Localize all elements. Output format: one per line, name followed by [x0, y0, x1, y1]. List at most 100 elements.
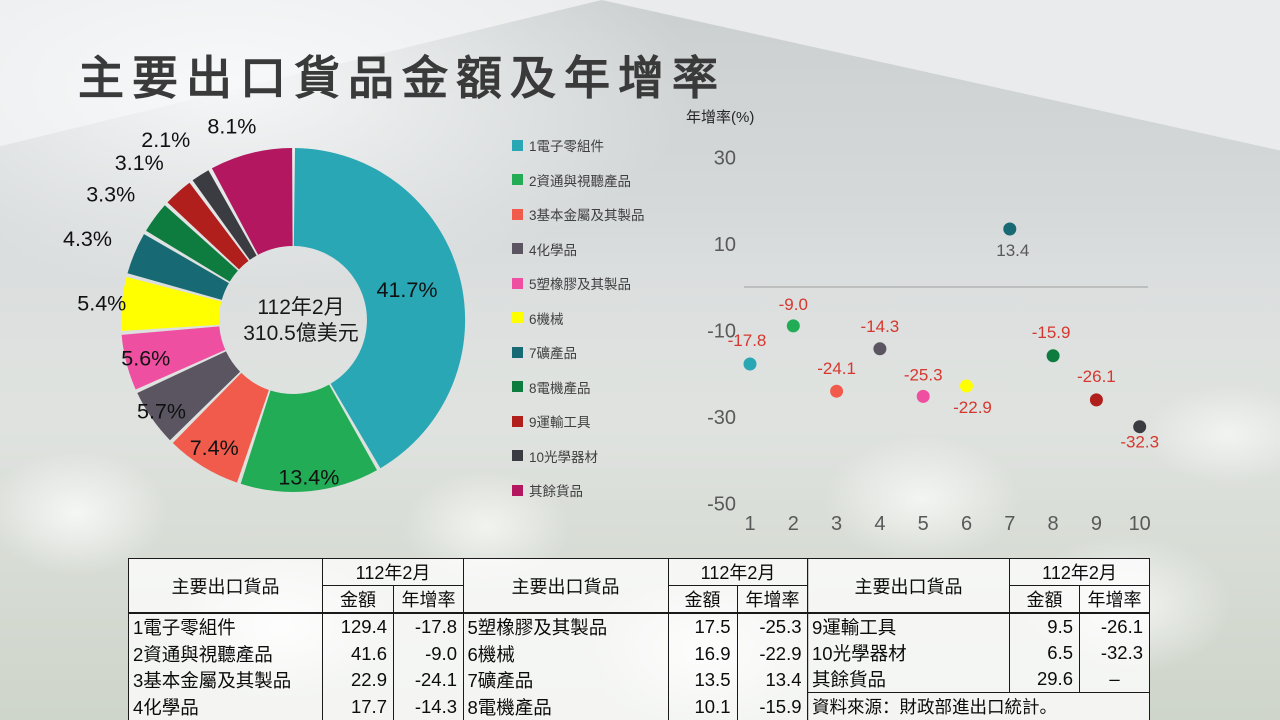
x-axis-tick-label: 10 — [1129, 513, 1151, 535]
legend-item: 9運輸工具 — [512, 410, 645, 432]
export-table-2: 主要出口貨品 112年2月 金額 年增率 5塑橡膠及其製品 17.5 -25.3 6機… — [462, 558, 809, 720]
y-axis-tick-label: 10 — [714, 234, 736, 256]
table-row: 1電子零組件 129.4 -17.8 — [128, 613, 464, 641]
legend-item-label: 3基本金屬及其製品 — [529, 208, 645, 223]
legend-color-swatch-icon — [512, 484, 523, 496]
table-cell-yoy: -26.1 — [1100, 616, 1143, 637]
table-header-item: 主要出口貨品 — [463, 558, 669, 614]
scatter-point — [873, 342, 887, 356]
legend-item-label: 10光學器材 — [529, 449, 599, 465]
legend-color-swatch-icon — [512, 346, 523, 358]
table-row: 3基本金屬及其製品 22.9 -24.1 — [128, 666, 464, 694]
x-axis-tick-label: 9 — [1091, 513, 1102, 535]
table-cell-amount: 10.1 — [668, 693, 738, 720]
donut-slice — [172, 372, 269, 483]
legend-item: 1電子零組件 — [512, 134, 645, 156]
x-axis-tick-label: 2 — [788, 513, 799, 535]
x-axis-tick-label: 1 — [744, 513, 755, 535]
scatter-point — [1089, 393, 1103, 407]
scatter-value-label: -24.1 — [817, 359, 856, 378]
donut-slice-label: 2.1% — [141, 128, 190, 152]
table-cell-amount: 6.5 — [1009, 640, 1080, 666]
donut-slice — [211, 148, 293, 255]
x-axis-tick-label: 6 — [961, 513, 972, 535]
donut-slice-label: 13.4% — [278, 466, 339, 490]
donut-slice — [167, 182, 249, 270]
donut-slice-label: 5.6% — [121, 346, 170, 370]
legend-color-swatch-icon — [512, 415, 523, 427]
legend-color-swatch-icon — [512, 277, 523, 289]
legend-color-swatch-icon — [512, 450, 523, 461]
x-axis-tick-label: 4 — [874, 513, 885, 535]
donut-center-label: 112年2月 — [257, 296, 344, 319]
table-cell-amount: 17.5 — [668, 613, 738, 641]
legend-color-swatch-icon — [512, 139, 523, 151]
table-cell-yoy: -24.1 — [414, 669, 457, 691]
scatter-value-label: -26.1 — [1077, 367, 1116, 386]
x-axis-tick-label: 3 — [831, 513, 842, 535]
table-header-period: 112年2月 — [322, 558, 464, 586]
data-tables: 主要出口貨品 112年2月 金額 年增率 1電子零組件 129.4 -17.8 2資通… — [128, 558, 1150, 720]
table-cell-amount: 29.6 — [1009, 666, 1080, 693]
table-header-item: 主要出口貨品 — [807, 558, 1010, 614]
table-cell-yoy: -14.3 — [414, 695, 457, 717]
table-cell-yoy: -32.3 — [1100, 642, 1143, 663]
donut-slice-label: 3.1% — [115, 151, 164, 175]
table-cell-amount: 13.5 — [668, 666, 738, 694]
table-cell-yoy: -25.3 — [759, 616, 802, 638]
scatter-point — [1133, 420, 1147, 434]
legend-color-swatch-icon — [512, 174, 523, 185]
legend-color-swatch-icon — [512, 381, 523, 392]
table-row: 6機械 16.9 -22.9 — [463, 640, 808, 667]
scatter-point — [1003, 222, 1017, 236]
table-header-item: 主要出口貨品 — [128, 558, 323, 614]
export-table-1: 主要出口貨品 112年2月 金額 年增率 1電子零組件 129.4 -17.8 2資通… — [128, 558, 464, 720]
scatter-value-label: -25.3 — [904, 365, 943, 384]
table-cell-yoy: -22.9 — [759, 642, 802, 664]
legend-item-label: 7礦產品 — [529, 346, 578, 361]
donut-slice — [192, 170, 257, 260]
table-header-amount: 金額 — [1009, 585, 1080, 614]
scatter-value-label: -22.9 — [953, 398, 992, 417]
table-row: 10光學器材 6.5 -32.3 — [807, 640, 1150, 666]
scatter-value-label: -15.9 — [1032, 323, 1071, 342]
table-cell-amount: 129.4 — [322, 613, 394, 641]
legend-item: 其餘貨品 — [512, 479, 645, 501]
table-row: 8電機產品 10.1 -15.9 — [463, 693, 808, 720]
legend-item-label: 9運輸工具 — [529, 415, 591, 430]
legend-color-swatch-icon — [512, 243, 523, 254]
table-cell-item: 9運輸工具 — [807, 613, 1010, 640]
donut-slice-label: 5.4% — [77, 292, 126, 316]
source-note: 資料來源：財政部進出口統計。 — [807, 692, 1150, 720]
donut-slice — [146, 205, 238, 282]
donut-chart: 41.7% 13.4% 7.4%5.7% 5.6% 5.4% 4.3% 3.3% 3.1%2.… — [63, 115, 466, 492]
table-cell-amount: 41.6 — [322, 640, 394, 667]
scatter-point — [916, 389, 930, 403]
legend-item: 4化學品 — [512, 238, 645, 260]
table-header-period: 112年2月 — [668, 558, 808, 586]
chart-legend: 1電子零組件 2資通與視聽產品 3基本金屬及其製品 4化學品 5塑橡膠及其製品 6機械 7礦… — [512, 134, 645, 514]
table-cell-amount: 16.9 — [668, 640, 738, 667]
table-row: 2資通與視聽產品 41.6 -9.0 — [128, 640, 464, 667]
donut-slice-label: 5.7% — [137, 400, 186, 424]
table-header-amount: 金額 — [322, 585, 394, 614]
table-cell-item: 8電機產品 — [463, 693, 669, 720]
table-row: 9運輸工具 9.5 -26.1 — [807, 613, 1150, 640]
table-cell-item: 3基本金屬及其製品 — [128, 666, 323, 694]
legend-item-label: 8電機產品 — [529, 380, 591, 396]
legend-item-label: 6機械 — [529, 311, 564, 327]
table-header-amount: 金額 — [668, 585, 738, 614]
x-axis-tick-label: 8 — [1048, 513, 1059, 535]
table-row: 4化學品 17.7 -14.3 — [128, 693, 464, 720]
scatter-value-label: -14.3 — [861, 317, 900, 336]
legend-item-label: 1電子零組件 — [529, 139, 605, 154]
table-cell-amount: 9.5 — [1009, 613, 1080, 640]
table-cell-item: 4化學品 — [128, 693, 323, 720]
y-axis-tick-label: -30 — [707, 407, 736, 429]
legend-item: 3基本金屬及其製品 — [512, 203, 645, 225]
table-cell-item: 其餘貨品 — [807, 666, 1010, 693]
table-row: 7礦產品 13.5 13.4 — [463, 666, 808, 694]
donut-slice — [293, 148, 466, 469]
table-row: 其餘貨品 29.6 – — [807, 666, 1150, 693]
donut-center-label: 310.5億美元 — [243, 322, 359, 345]
